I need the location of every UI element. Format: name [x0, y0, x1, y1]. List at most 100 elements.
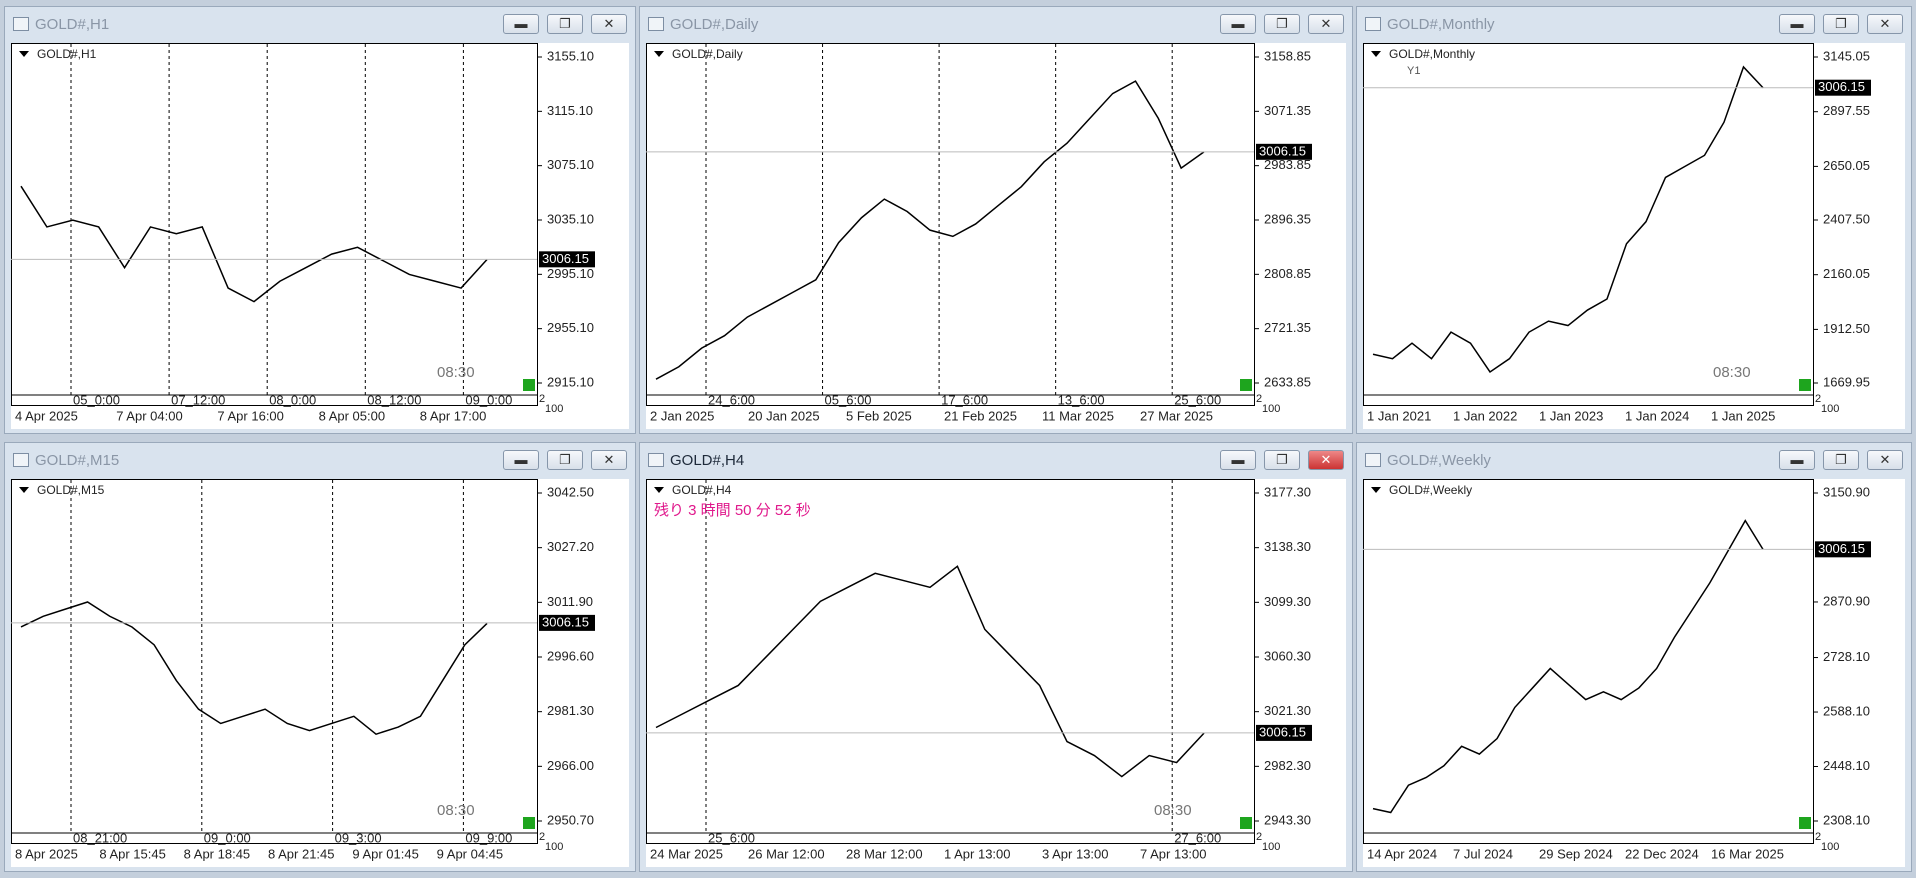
chart: 3150.90 2870.90 2728.10 2588.10 2448.10 2308.…: [1363, 479, 1905, 867]
label-arrow: [1371, 51, 1381, 57]
x-tick-label: 1 Jan 2023: [1539, 408, 1603, 423]
x-tick-label: 28 Mar 12:00: [846, 846, 923, 861]
window-icon: [13, 453, 29, 467]
y-tick-label: 3042.50: [547, 484, 594, 499]
chart-window: GOLD#,H4 ▬ ❐ ✕ 3177.30 3138.30 3099.30 3060.30 3…: [639, 442, 1353, 872]
scale-label: 100: [1262, 841, 1280, 853]
close-button[interactable]: ✕: [1867, 14, 1903, 34]
y-tick-label: 2160.05: [1823, 266, 1870, 281]
scroll-marker: [1240, 817, 1252, 829]
scale-label: 2: [1256, 393, 1262, 405]
scale-label: 2: [1256, 831, 1262, 843]
price-line: [20, 185, 488, 303]
maximize-button[interactable]: ❐: [547, 450, 583, 470]
separator-label: 08_0:00: [269, 392, 316, 407]
price-line: [655, 80, 1205, 380]
window-title: GOLD#,Daily: [670, 16, 759, 33]
scale-label: 100: [545, 403, 563, 415]
y-tick-label: 3099.30: [1264, 594, 1311, 609]
plot-frame: [11, 479, 538, 844]
x-tick-label: 22 Dec 2024: [1625, 846, 1699, 861]
title-bar: GOLD#,H1 ▬ ❐ ✕: [5, 7, 635, 41]
y-tick-label: 3177.30: [1264, 484, 1311, 499]
maximize-button[interactable]: ❐: [547, 14, 583, 34]
y-tick-label: 3035.10: [547, 211, 594, 226]
current-price: 3006.15: [542, 614, 589, 629]
price-line: [1372, 519, 1764, 814]
title-bar: GOLD#,M15 ▬ ❐ ✕: [5, 443, 635, 477]
separator-label: 09_9:00: [465, 830, 512, 845]
plot-frame: [11, 43, 538, 406]
plot-frame: [1363, 43, 1814, 406]
x-tick-label: 3 Apr 13:00: [1042, 846, 1109, 861]
x-tick-label: 7 Apr 13:00: [1140, 846, 1207, 861]
current-price: 3006.15: [1818, 79, 1865, 94]
x-tick-label: 1 Jan 2024: [1625, 408, 1689, 423]
y-tick-label: 3115.10: [547, 103, 593, 118]
x-tick-label: 9 Apr 04:45: [437, 846, 504, 861]
separator-label: 05_6:00: [825, 392, 872, 407]
maximize-button[interactable]: ❐: [1264, 14, 1300, 34]
x-tick-label: 7 Apr 16:00: [217, 408, 284, 423]
current-price: 3006.15: [1259, 143, 1306, 158]
y-tick-label: 3071.35: [1264, 103, 1311, 118]
window-icon: [13, 17, 29, 31]
x-tick-label: 2 Jan 2025: [650, 408, 714, 423]
close-button[interactable]: ✕: [1308, 450, 1344, 470]
y-tick-label: 3138.30: [1264, 539, 1311, 554]
title-bar: GOLD#,Daily ▬ ❐ ✕: [640, 7, 1352, 41]
window-title: GOLD#,Monthly: [1387, 16, 1495, 33]
x-tick-label: 1 Jan 2025: [1711, 408, 1775, 423]
separator-label: 09_3:00: [335, 830, 382, 845]
x-tick-label: 7 Jul 2024: [1453, 846, 1513, 861]
plot-frame: [646, 43, 1255, 406]
close-button[interactable]: ✕: [591, 14, 627, 34]
x-tick-label: 29 Sep 2024: [1539, 846, 1613, 861]
minimize-button[interactable]: ▬: [1220, 450, 1256, 470]
minimize-button[interactable]: ▬: [503, 14, 539, 34]
chart: 3145.05 2897.55 2650.05 2407.50 2160.05 1912.…: [1363, 43, 1905, 429]
close-button[interactable]: ✕: [1308, 14, 1344, 34]
x-tick-label: 21 Feb 2025: [944, 408, 1017, 423]
price-tag: [539, 251, 595, 268]
minimize-button[interactable]: ▬: [1779, 14, 1815, 34]
close-button[interactable]: ✕: [1867, 450, 1903, 470]
y-tick-label: 2448.10: [1823, 758, 1870, 773]
x-tick-label: 8 Apr 2025: [15, 846, 78, 861]
y-tick-label: 1912.50: [1823, 321, 1870, 336]
y-tick-label: 2650.05: [1823, 158, 1870, 173]
chart: 3155.10 3115.10 3075.10 3035.10 2995.10 2955.…: [11, 43, 629, 429]
minimize-button[interactable]: ▬: [1220, 14, 1256, 34]
maximize-button[interactable]: ❐: [1264, 450, 1300, 470]
scale-label: 100: [545, 841, 563, 853]
x-tick-label: 1 Apr 13:00: [944, 846, 1011, 861]
separator-label: 25_6:00: [1174, 392, 1221, 407]
y-tick-label: 2633.85: [1264, 374, 1311, 389]
window-title: GOLD#,Weekly: [1387, 452, 1491, 469]
chart: 3158.85 3071.35 2983.85 2896.35 2808.85 2721.…: [646, 43, 1346, 429]
label-arrow: [654, 51, 664, 57]
close-button[interactable]: ✕: [591, 450, 627, 470]
separator-label: 09_0:00: [465, 392, 512, 407]
price-tag: [1256, 724, 1312, 741]
price-tag: [1815, 79, 1871, 96]
maximize-button[interactable]: ❐: [1823, 14, 1859, 34]
separator-label: 17_6:00: [941, 392, 988, 407]
time-annotation: 08:30: [1154, 802, 1192, 819]
countdown: 残り 3 時間 50 分 52 秒: [654, 502, 811, 519]
separator-label: 08_21:00: [73, 830, 127, 845]
minimize-button[interactable]: ▬: [1779, 450, 1815, 470]
x-tick-label: 8 Apr 17:00: [420, 408, 487, 423]
y-tick-label: 2981.30: [547, 703, 594, 718]
y-tick-label: 2996.60: [547, 648, 594, 663]
scroll-marker: [1240, 379, 1252, 391]
x-tick-label: 16 Mar 2025: [1711, 846, 1784, 861]
window-title: GOLD#,H1: [35, 16, 110, 33]
chart-label: GOLD#,Weekly: [1389, 483, 1472, 497]
x-tick-label: 5 Feb 2025: [846, 408, 912, 423]
minimize-button[interactable]: ▬: [503, 450, 539, 470]
y-tick-label: 2308.10: [1823, 812, 1870, 827]
y-tick-label: 3027.20: [547, 539, 594, 554]
price-line: [655, 565, 1205, 778]
maximize-button[interactable]: ❐: [1823, 450, 1859, 470]
